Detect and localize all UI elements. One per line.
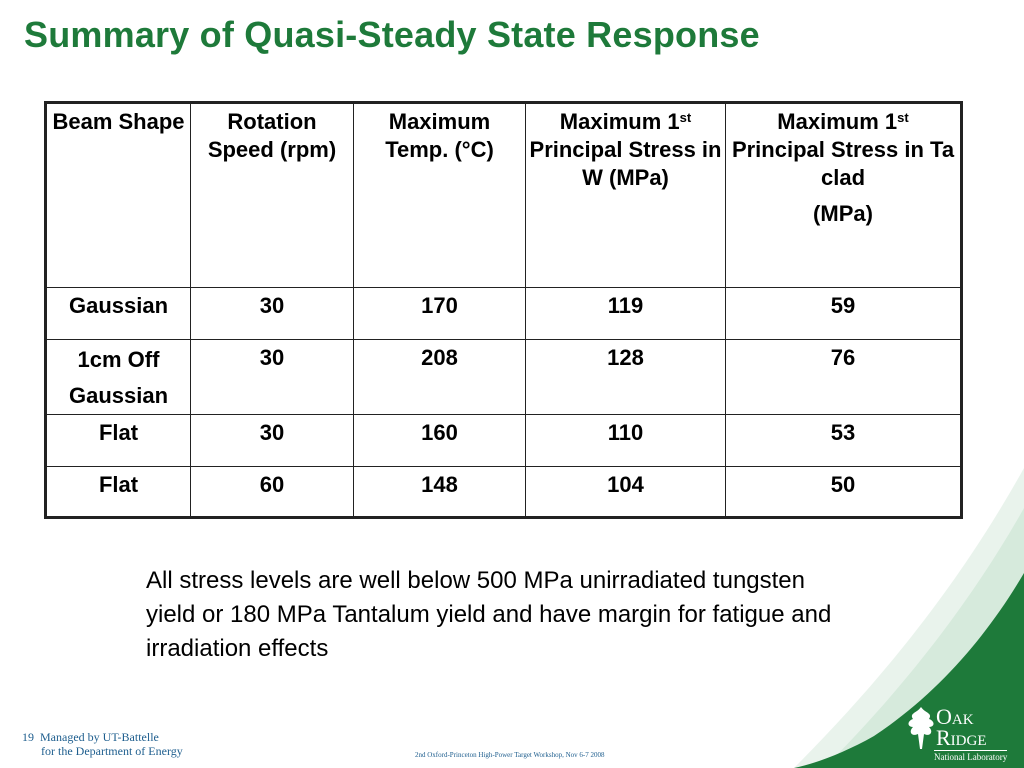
- cell-speed: 60: [190, 466, 354, 518]
- header-stress-ta: Maximum 1st Principal Stress in Ta clad …: [725, 102, 962, 288]
- cell-stress-w: 128: [525, 339, 726, 415]
- workshop-footer: 2nd Oxford-Princeton High-Power Target W…: [415, 751, 605, 759]
- cell-temp: 160: [353, 414, 526, 467]
- header-row: Beam Shape Rotation Speed (rpm) Maximum …: [45, 102, 962, 288]
- cell-temp: 148: [353, 466, 526, 518]
- cell-speed: 30: [190, 339, 354, 415]
- header-stress-w-pre: Maximum 1: [559, 109, 680, 134]
- header-rotation-speed: Rotation Speed (rpm): [190, 102, 354, 288]
- summary-note: All stress levels are well below 500 MPa…: [146, 567, 832, 662]
- cell-stress-w: 119: [525, 287, 726, 340]
- logo-line2: Ridge: [936, 725, 987, 750]
- cell-stress-w: 110: [525, 414, 726, 467]
- header-stress-ta-post: Principal Stress in Ta clad: [731, 137, 955, 190]
- cell-beam-shape: Gaussian: [45, 287, 191, 340]
- logo-subtitle: National Laboratory: [934, 750, 1008, 762]
- results-table-container: Beam Shape Rotation Speed (rpm) Maximum …: [44, 101, 963, 519]
- cell-beam-shape: Flat: [45, 414, 191, 467]
- logo-line1: Oak: [936, 704, 974, 729]
- slide-title: Summary of Quasi-Steady State Response: [24, 14, 760, 55]
- oak-leaf-icon: [908, 707, 934, 749]
- header-stress-ta-sup: st: [897, 110, 909, 125]
- managed-line1: Managed by UT-Battelle: [40, 730, 159, 744]
- cell-stress-ta: 50: [725, 466, 962, 518]
- managed-line2: for the Department of Energy: [41, 744, 183, 758]
- header-stress-w-post: Principal Stress in W (MPa): [529, 137, 722, 190]
- cell-beam-shape: 1cm Off Gaussian: [45, 339, 191, 415]
- footer-managed-by: 19 Managed by UT-Battelle for the Depart…: [22, 730, 183, 758]
- header-beam-shape: Beam Shape: [45, 102, 191, 288]
- results-table: Beam Shape Rotation Speed (rpm) Maximum …: [44, 101, 963, 519]
- header-stress-w-sup: st: [679, 110, 692, 125]
- table-row: Flat 60 148 104 50: [45, 466, 962, 518]
- cell-speed: 30: [190, 414, 354, 467]
- cell-beam-shape-line1: 1cm Off: [77, 347, 160, 372]
- header-max-temp: Maximum Temp. (°C): [353, 102, 526, 288]
- header-stress-ta-unit: (MPa): [813, 201, 873, 226]
- cell-stress-ta: 53: [725, 414, 962, 467]
- cell-beam-shape: Flat: [45, 466, 191, 518]
- header-stress-ta-pre: Maximum 1: [777, 109, 898, 134]
- cell-temp: 170: [353, 287, 526, 340]
- page-number: 19: [22, 730, 34, 744]
- table-row: Flat 30 160 110 53: [45, 414, 962, 467]
- header-stress-w: Maximum 1st Principal Stress in W (MPa): [525, 102, 726, 288]
- cell-beam-shape-line2: Gaussian: [68, 383, 169, 408]
- corner-swoosh: [794, 468, 1024, 768]
- table-row: Gaussian 30 170 119 59: [45, 287, 962, 340]
- cell-stress-w: 104: [525, 466, 726, 518]
- cell-temp: 208: [353, 339, 526, 415]
- oak-ridge-logo-text: Oak Ridge: [936, 704, 987, 750]
- table-row: 1cm Off Gaussian 30 208 128 76: [45, 339, 962, 415]
- cell-stress-ta: 76: [725, 339, 962, 415]
- cell-speed: 30: [190, 287, 354, 340]
- cell-stress-ta: 59: [725, 287, 962, 340]
